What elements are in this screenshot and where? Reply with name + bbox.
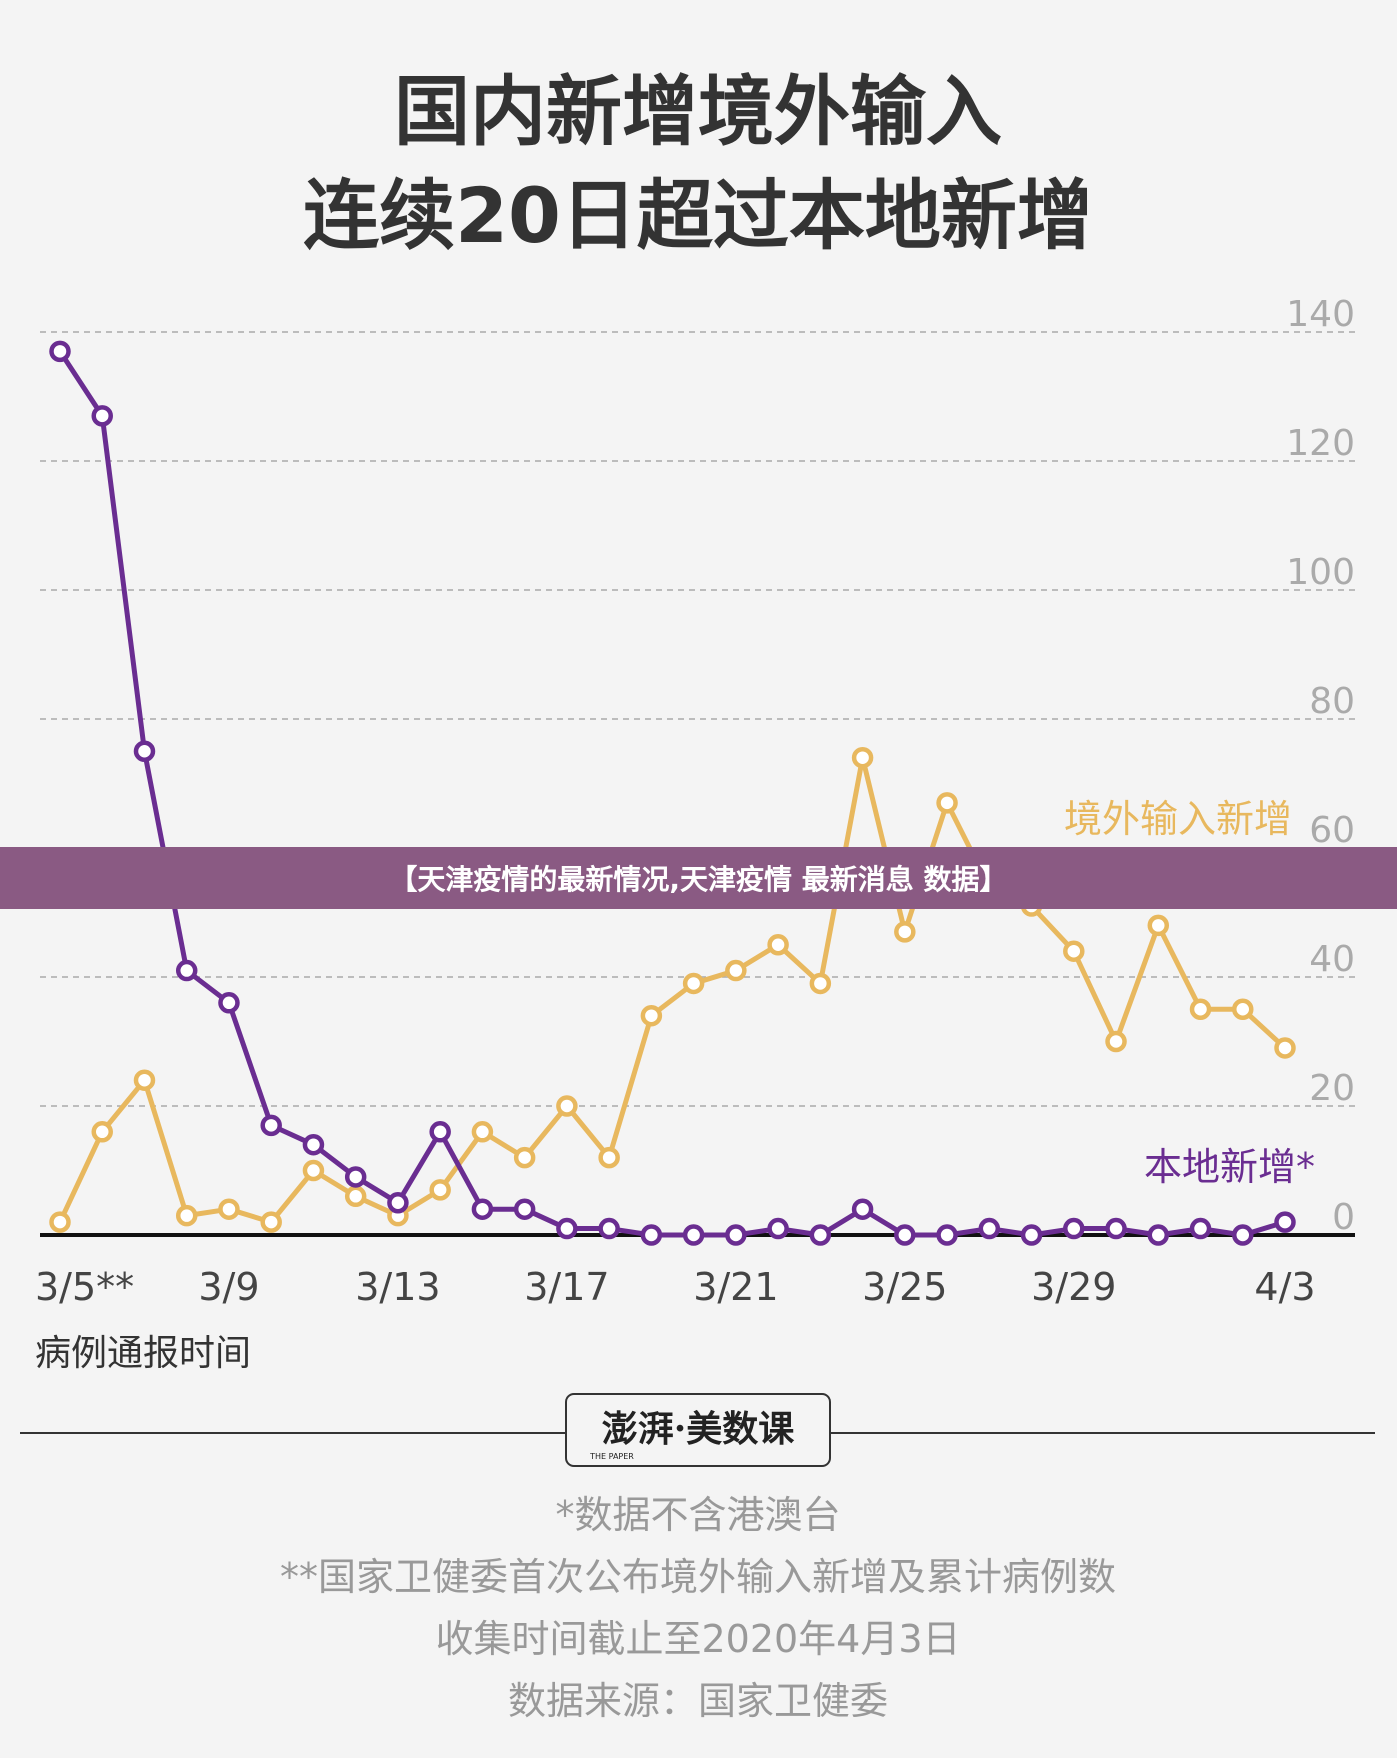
data-point	[1105, 1030, 1127, 1053]
x-tick-label: 3/5**	[35, 1265, 134, 1309]
logo-subtext: THE PAPER	[589, 1452, 634, 1461]
data-point	[809, 972, 832, 995]
data-point	[809, 1224, 832, 1246]
y-tick-label: 60	[1309, 810, 1355, 851]
chart-title: 国内新增境外输入	[394, 67, 1002, 156]
data-point	[91, 1121, 113, 1143]
overlay-banner: 【天津疫情的最新情况,天津疫情 最新消息 数据】	[0, 847, 1397, 909]
footer-note-1: *数据不含港澳台	[555, 1493, 840, 1537]
x-axis-ticks: 3/5** 3/9 3/13 3/17 3/21 3/25 3/29 4/3	[35, 1265, 1316, 1309]
data-point	[767, 1217, 789, 1240]
data-point	[1232, 1224, 1254, 1246]
data-point	[598, 1146, 620, 1169]
y-tick-label: 80	[1309, 681, 1355, 722]
footer-note-2: **国家卫健委首次公布境外输入新增及累计病例数	[280, 1555, 1116, 1599]
data-point	[894, 921, 916, 943]
x-tick-label: 3/25	[862, 1265, 947, 1309]
x-tick-label: 3/17	[524, 1265, 609, 1309]
data-point	[682, 972, 705, 995]
footer-note-4: 数据来源：国家卫健委	[508, 1679, 888, 1723]
x-tick-label: 3/29	[1031, 1265, 1116, 1309]
y-tick-label: 120	[1286, 423, 1355, 464]
series-lines	[49, 340, 1296, 1246]
data-point	[175, 1204, 198, 1227]
y-tick-label: 100	[1286, 552, 1355, 593]
x-tick-label: 4/3	[1254, 1265, 1315, 1309]
data-point	[1274, 1037, 1296, 1059]
x-axis-label: 病例通报时间	[35, 1333, 251, 1374]
y-axis-ticks: 0 20 40 60 80 100 120 140	[1286, 294, 1355, 1238]
data-point	[49, 1211, 71, 1233]
data-point	[1020, 1224, 1043, 1246]
series-line	[57, 349, 1286, 1238]
data-point	[936, 792, 958, 814]
data-point	[682, 1224, 705, 1246]
data-point	[91, 405, 113, 427]
data-point	[471, 1198, 494, 1220]
data-point	[344, 1166, 367, 1188]
data-point	[725, 959, 747, 982]
data-point	[1274, 1211, 1296, 1233]
y-tick-label: 140	[1286, 294, 1355, 335]
series-imported	[49, 746, 1296, 1233]
logo-frame	[565, 1393, 831, 1467]
data-point	[133, 740, 156, 762]
data-point	[1189, 998, 1212, 1020]
data-point	[513, 1146, 536, 1169]
data-point	[1232, 998, 1254, 1020]
data-point	[640, 1224, 663, 1246]
y-tick-label: 0	[1332, 1197, 1355, 1238]
data-point	[936, 1224, 958, 1246]
legend-local: 本地新增*	[1144, 1145, 1315, 1189]
x-tick-label: 3/21	[693, 1265, 778, 1309]
data-point	[344, 1185, 367, 1208]
data-point	[725, 1224, 747, 1246]
data-point	[767, 934, 789, 956]
y-tick-label: 40	[1309, 939, 1355, 980]
data-point	[302, 1159, 325, 1182]
overlay-banner-text: 【天津疫情的最新情况,天津疫情 最新消息 数据】	[389, 863, 1008, 896]
data-point	[429, 1179, 451, 1201]
x-tick-label: 3/9	[198, 1265, 259, 1309]
data-point	[598, 1217, 620, 1240]
data-point	[894, 1224, 916, 1246]
logo-text: 澎湃·美数课	[602, 1408, 795, 1450]
data-point	[1105, 1217, 1127, 1240]
data-point	[218, 992, 240, 1014]
series-local	[49, 340, 1296, 1246]
data-point	[49, 340, 71, 363]
data-point	[1189, 1217, 1212, 1240]
data-point	[1063, 940, 1085, 962]
legend-imported: 境外输入新增	[1064, 797, 1292, 841]
data-point	[640, 1004, 663, 1027]
data-point	[1063, 1217, 1085, 1240]
footer-note-3: 收集时间截止至2020年4月3日	[435, 1617, 960, 1661]
data-point	[260, 1114, 282, 1137]
data-point	[429, 1121, 451, 1143]
data-point	[471, 1121, 494, 1143]
data-point	[218, 1198, 240, 1220]
data-point	[556, 1095, 578, 1117]
y-tick-label: 20	[1309, 1068, 1355, 1109]
data-point	[260, 1211, 282, 1233]
x-tick-label: 3/13	[355, 1265, 440, 1309]
data-point	[978, 1217, 1001, 1240]
data-point	[851, 746, 874, 769]
data-point	[851, 1198, 874, 1220]
data-point	[302, 1133, 325, 1156]
data-point	[133, 1069, 156, 1091]
data-point	[387, 1192, 409, 1214]
data-point	[1147, 1224, 1170, 1246]
data-point	[556, 1217, 578, 1240]
data-point	[513, 1198, 536, 1220]
chart-subtitle: 连续20日超过本地新增	[303, 171, 1093, 260]
data-point	[1147, 914, 1170, 937]
data-point	[175, 959, 198, 982]
